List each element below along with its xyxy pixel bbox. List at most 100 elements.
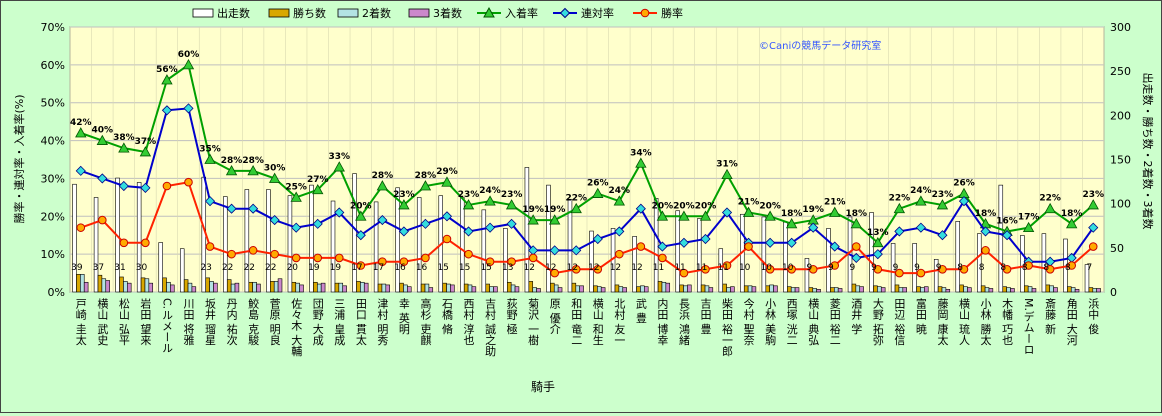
win_rate-point — [1002, 264, 1012, 274]
x-tick-label: 横山 和生 — [591, 297, 604, 346]
rentai_rate-point — [312, 218, 323, 229]
third-bar — [191, 286, 197, 293]
win_rate-point — [981, 246, 990, 255]
wins-bar — [980, 285, 986, 293]
win-count-label: 8 — [1043, 263, 1049, 273]
win-count-label: 11 — [653, 263, 664, 273]
starts-bar — [761, 216, 767, 293]
second-bar — [338, 282, 344, 293]
wins-bar — [313, 281, 318, 293]
win_rate-point — [765, 264, 775, 274]
second-bar — [144, 278, 150, 293]
wins-bar — [787, 286, 792, 293]
win_rate-point — [399, 257, 409, 267]
second-bar — [467, 284, 473, 293]
second-bar — [230, 283, 236, 293]
starts-bar — [567, 198, 573, 293]
wins-bar — [1067, 286, 1072, 293]
rentai_rate-point — [808, 222, 819, 233]
third-bar — [170, 284, 175, 293]
wins-bar — [765, 285, 770, 293]
second-bar — [1092, 288, 1097, 293]
rentai_rate-point — [894, 226, 905, 237]
rentai_rate-point — [700, 233, 711, 245]
legend: 出走数 勝ち数 2着数 3着数 入着率 連対率 勝率 — [192, 6, 683, 20]
third-bar — [277, 278, 283, 293]
legend-swatch-third — [408, 8, 430, 18]
second-bar — [101, 278, 107, 293]
place-rate-label: 18% — [975, 209, 997, 219]
place_rate-point — [850, 218, 862, 229]
second-bar — [683, 285, 688, 293]
third-bar — [536, 288, 541, 293]
place_rate-point — [936, 199, 949, 210]
place_rate-point — [1022, 221, 1035, 233]
rentai_rate-point — [872, 249, 883, 260]
y-right-tick-label: 200 — [1110, 109, 1131, 122]
place_rate-point — [592, 187, 604, 198]
third-bar — [924, 286, 929, 293]
x-tick-label: 西塚 洸二 — [785, 298, 798, 346]
win-count-label: 12 — [631, 263, 642, 273]
win_rate-point — [334, 253, 344, 263]
win-count-label: 8 — [1022, 263, 1028, 273]
second-bar — [403, 284, 408, 293]
y-axis-right-label: 出走数・勝ち数・2着数・3着数 — [1141, 73, 1155, 230]
third-bar — [105, 280, 110, 293]
wins-bar — [571, 282, 577, 293]
wins-bar — [485, 283, 490, 293]
legend-label-place_rate: 入着率 — [505, 6, 538, 20]
x-tick-label: 原 優介 — [548, 298, 561, 335]
third-bar — [644, 286, 649, 293]
place-rate-label: 37% — [135, 137, 157, 147]
second-bar — [532, 287, 537, 293]
third-bar — [751, 286, 757, 293]
win_rate-point — [938, 264, 947, 274]
x-axis: 戸崎 圭太 横山 武史 松山 弘平 岩田 望来 C.ルメール 川田 将雅 坂井 瑠星 丹内 祐… — [74, 297, 1099, 357]
x-tick-label: 菱田 裕二 — [828, 298, 841, 346]
third-bar — [1096, 288, 1101, 293]
second-bar — [963, 286, 968, 293]
third-bar — [342, 285, 347, 293]
place-rate-label: 33% — [328, 152, 350, 162]
win_rate-point — [701, 264, 710, 274]
starts-bar — [955, 221, 960, 293]
place_rate-point — [1087, 199, 1099, 210]
wins-bar — [873, 285, 878, 293]
starts-bar — [244, 189, 250, 293]
place-rate-label: 13% — [867, 228, 889, 238]
rentai_rate-point — [571, 245, 582, 256]
win-count-label: 9 — [828, 263, 834, 273]
win-count-label: 30 — [136, 263, 148, 273]
x-tick-label: 北村 友一 — [613, 298, 626, 346]
rentai_rate-point — [980, 226, 991, 237]
win-count-label: 10 — [761, 263, 773, 273]
win-count-label: 19 — [308, 263, 320, 273]
wins-bar — [162, 277, 167, 293]
place-rate-label: 23% — [501, 190, 523, 200]
rentai_rate-point — [161, 105, 173, 116]
win-count-label: 7 — [1086, 263, 1092, 273]
wins-bar — [851, 283, 857, 293]
third-bar — [557, 287, 563, 293]
place_rate-line — [80, 63, 1094, 245]
place-rate-label: 19% — [544, 205, 566, 215]
win_rate-point — [313, 253, 323, 263]
win_rate-point — [205, 242, 215, 251]
y-right-tick-label: 0 — [1110, 286, 1117, 299]
place_rate-point — [484, 195, 496, 206]
place-rate-label: 26% — [587, 179, 609, 189]
second-bar — [381, 283, 387, 293]
rentai_rate-point — [377, 215, 388, 226]
starts-bar — [696, 218, 702, 293]
place-rate-label: 34% — [630, 148, 652, 158]
rentai_rate-point — [786, 237, 797, 248]
second-bar — [166, 281, 171, 293]
place_rate-point — [75, 127, 87, 138]
place-rate-label: 19% — [522, 205, 544, 215]
y-right-tick-label: 300 — [1110, 21, 1131, 34]
win_rate-point — [1024, 261, 1033, 270]
place_rate-point — [570, 202, 582, 214]
place_rate-point — [829, 206, 841, 217]
